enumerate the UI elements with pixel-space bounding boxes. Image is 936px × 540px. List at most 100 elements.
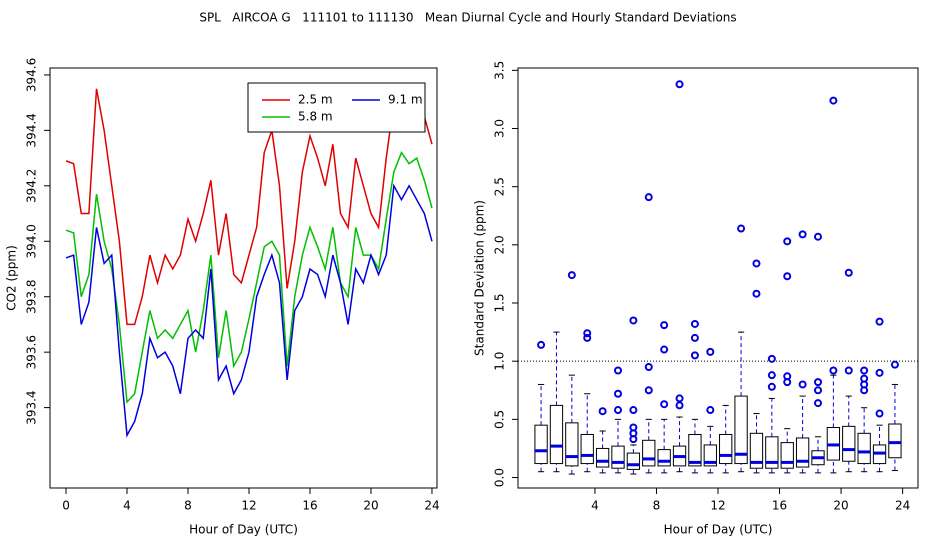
y-tick-label: 394.6 xyxy=(25,58,39,92)
outlier xyxy=(583,333,592,342)
outlier xyxy=(767,354,776,363)
y-tick-label: 0.0 xyxy=(493,468,507,487)
outlier xyxy=(629,316,638,325)
y-tick-label: 3.5 xyxy=(493,61,507,80)
box xyxy=(642,439,656,467)
y-tick-label: 394.0 xyxy=(25,224,39,258)
outlier xyxy=(675,401,684,410)
outlier xyxy=(752,259,761,268)
outlier xyxy=(737,224,746,233)
x-tick-label: 8 xyxy=(184,499,192,513)
box xyxy=(888,423,902,459)
x-tick-label: 16 xyxy=(302,499,317,513)
y-tick-label: 394.2 xyxy=(25,169,39,203)
y-tick-label: 393.8 xyxy=(25,280,39,314)
outlier xyxy=(690,351,699,360)
outlier xyxy=(814,399,822,408)
y-tick-label: 2.5 xyxy=(493,177,507,196)
box xyxy=(549,404,564,465)
line-series xyxy=(65,183,433,438)
box xyxy=(580,433,594,465)
x-tick-label: 20 xyxy=(833,499,848,513)
outlier xyxy=(614,406,622,415)
box xyxy=(565,422,579,467)
outlier xyxy=(690,319,699,328)
outlier xyxy=(567,271,576,280)
x-tick-label: 12 xyxy=(241,499,256,513)
box xyxy=(534,424,548,465)
outlier xyxy=(844,366,853,375)
outlier xyxy=(829,96,838,105)
box xyxy=(719,433,733,465)
x-tick-label: 8 xyxy=(653,499,661,513)
outlier xyxy=(798,230,807,239)
x-axis-label: Hour of Day (UTC) xyxy=(664,523,773,537)
outlier xyxy=(660,400,669,409)
y-tick-label: 394.4 xyxy=(25,113,39,147)
outlier xyxy=(875,368,884,377)
y-tick-label: 2.0 xyxy=(493,235,507,254)
outlier xyxy=(629,423,638,432)
outlier xyxy=(844,268,853,277)
outlier xyxy=(829,366,838,375)
legend-frame xyxy=(247,82,426,133)
y-tick-label: 1.0 xyxy=(493,352,507,371)
outlier xyxy=(875,409,884,418)
box xyxy=(703,444,717,467)
outlier xyxy=(814,378,822,387)
outlier xyxy=(860,366,869,375)
line-series xyxy=(65,87,433,326)
outlier xyxy=(660,345,669,354)
y-tick-label: 3.0 xyxy=(493,119,507,138)
outlier xyxy=(798,380,807,389)
x-tick-label: 12 xyxy=(710,499,725,513)
y-axis-label: CO2 (ppm) xyxy=(5,245,19,311)
outlier xyxy=(614,366,622,375)
outlier xyxy=(783,237,792,246)
outlier xyxy=(814,232,822,241)
y-tick-label: 0.5 xyxy=(493,410,507,429)
outlier xyxy=(767,382,776,391)
outlier xyxy=(644,193,653,202)
legend-label: 5.8 m xyxy=(298,110,333,124)
box xyxy=(611,445,625,469)
outlier xyxy=(706,406,715,415)
y-tick-label: 393.4 xyxy=(25,390,39,424)
outlier xyxy=(644,386,653,395)
box xyxy=(780,442,794,469)
box xyxy=(595,447,610,468)
x-tick-label: 4 xyxy=(123,499,131,513)
plot-frame xyxy=(49,67,438,489)
legend-label: 2.5 m xyxy=(298,93,333,107)
x-tick-label: 16 xyxy=(772,499,787,513)
outlier xyxy=(660,321,669,330)
outlier xyxy=(767,371,776,380)
outlier xyxy=(537,340,546,349)
outlier xyxy=(583,329,592,338)
box xyxy=(795,437,810,468)
x-tick-label: 24 xyxy=(424,499,439,513)
outlier xyxy=(629,406,638,415)
legend-label: 9.1 m xyxy=(388,93,423,107)
box xyxy=(842,425,856,462)
outlier xyxy=(614,389,622,398)
box xyxy=(749,432,764,469)
outlier xyxy=(644,363,653,372)
outlier xyxy=(706,347,715,356)
outlier xyxy=(752,289,761,298)
y-tick-label: 393.6 xyxy=(25,335,39,369)
x-tick-label: 20 xyxy=(363,499,378,513)
box xyxy=(857,432,871,465)
outlier xyxy=(814,386,822,395)
box xyxy=(688,433,702,467)
outlier xyxy=(783,272,792,281)
outlier xyxy=(675,80,684,89)
y-axis-label: Standard Deviation (ppm) xyxy=(473,200,487,356)
outlier xyxy=(783,372,792,381)
outlier xyxy=(598,407,607,416)
outlier xyxy=(890,360,899,369)
outlier xyxy=(690,333,699,342)
y-tick-label: 1.5 xyxy=(493,293,507,312)
x-tick-label: 24 xyxy=(895,499,910,513)
